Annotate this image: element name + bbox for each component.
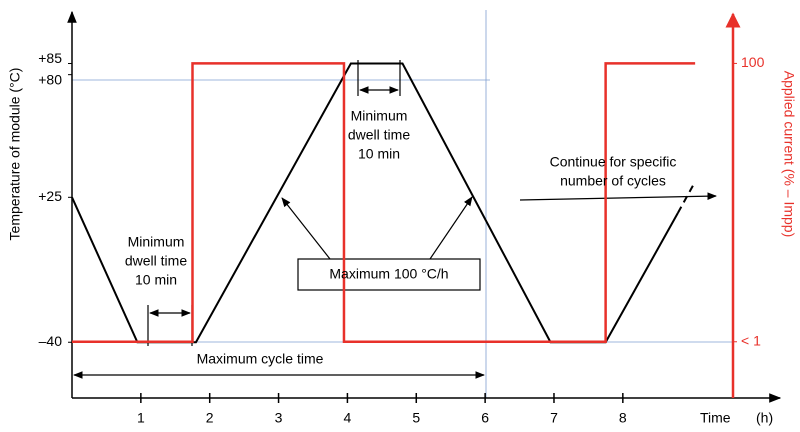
- x-tick-label: 6: [481, 410, 489, 426]
- reference-lines: [72, 10, 733, 398]
- series-line: [71, 62, 679, 344]
- annotation-arrows: [73, 60, 717, 379]
- annotation: Continue for specific: [550, 154, 677, 170]
- y-tick-label: +80: [38, 71, 62, 87]
- series-line: [677, 181, 697, 214]
- axes: [67, 10, 782, 403]
- y-tick-label: +85: [38, 50, 62, 66]
- annotation: Minimum: [351, 108, 408, 124]
- x-tick-label: 3: [275, 410, 283, 426]
- annotation: Maximum cycle time: [197, 351, 324, 367]
- y-tick-label: –40: [39, 333, 63, 349]
- x-tick-label: 5: [412, 410, 420, 426]
- x-tick-label: 1: [137, 410, 145, 426]
- annotation: 10 min: [358, 146, 400, 162]
- annotation: Maximum 100 °C/h: [329, 266, 448, 282]
- annotation: Minimum: [128, 234, 185, 250]
- y-tick-label: +25: [38, 188, 62, 204]
- series-line: [72, 62, 696, 344]
- y2-tick-label: < 1: [741, 332, 761, 348]
- x-tick-label: 7: [550, 410, 558, 426]
- y2-axis-label: Applied current (% – Impp): [781, 71, 797, 238]
- x-axis-unit: (h): [756, 410, 773, 426]
- annotation: dwell time: [348, 127, 410, 143]
- y2-tick-label: 100: [741, 54, 765, 70]
- annotation: number of cycles: [560, 173, 666, 189]
- annotation: 10 min: [135, 272, 177, 288]
- x-tick-label: 8: [619, 410, 627, 426]
- x-axis-label: Time: [700, 410, 731, 426]
- y-axis-label: Temperature of module (°C): [7, 68, 23, 241]
- x-tick-label: 2: [206, 410, 214, 426]
- x-tick-label: 4: [344, 410, 352, 426]
- annotation: dwell time: [125, 253, 187, 269]
